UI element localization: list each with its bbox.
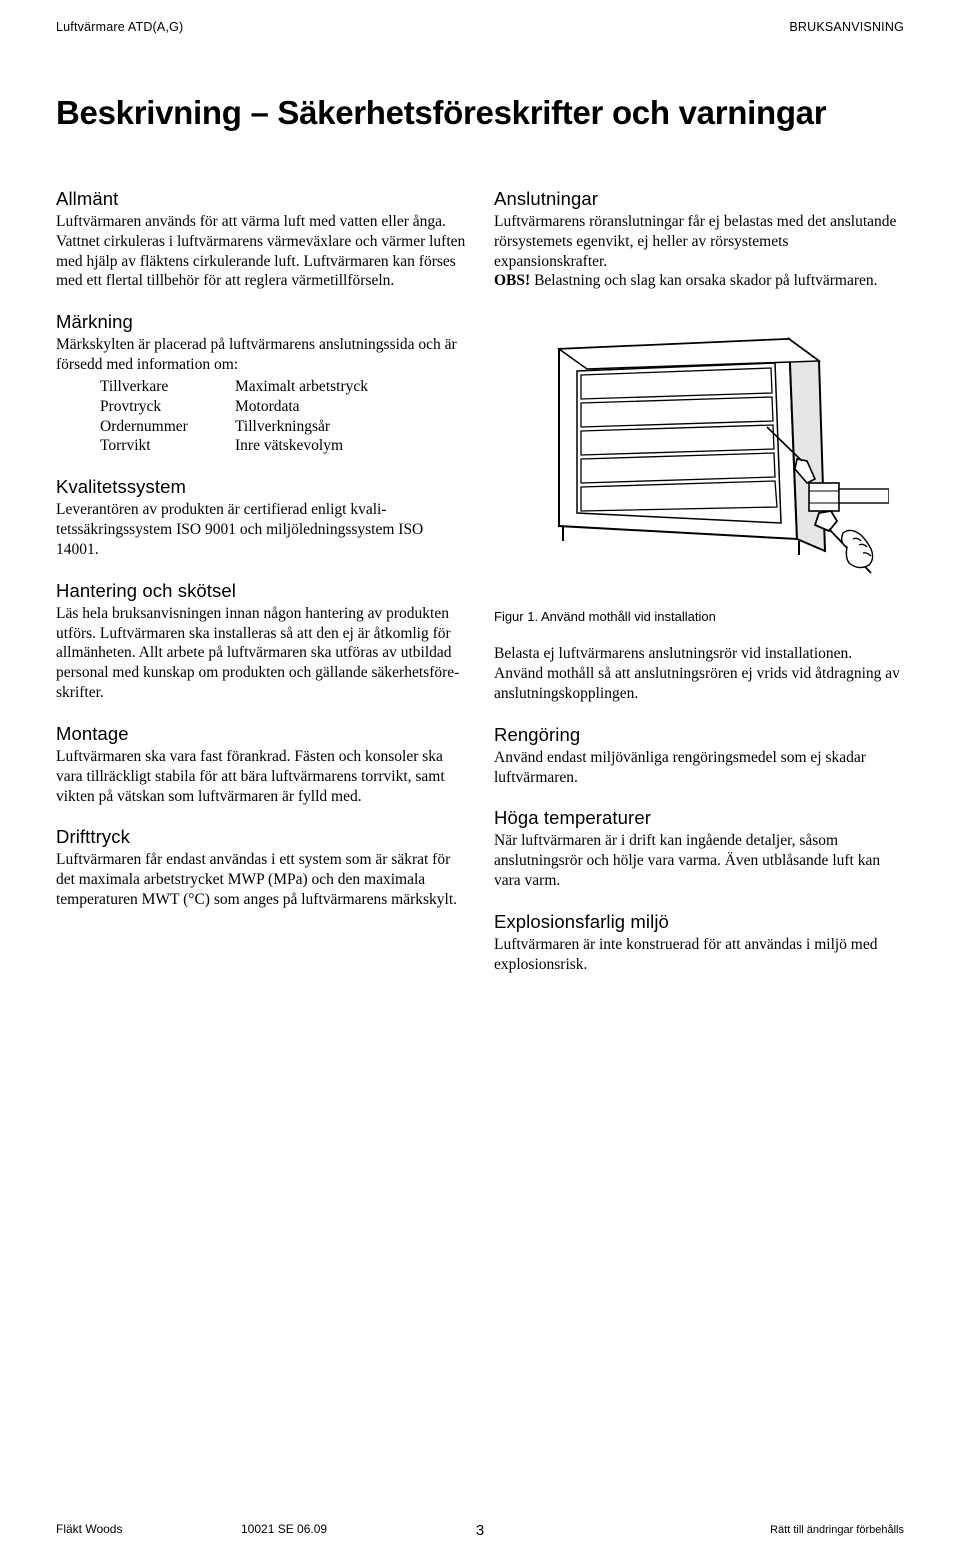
spec-right: Maximalt arbetstryck <box>235 377 466 397</box>
text-belasta: Belasta ej luftvärmarens anslutningsrör … <box>494 644 904 703</box>
section-anslutningar: Anslutningar Luftvärmarens röranslutning… <box>494 188 904 291</box>
heading-anslutningar: Anslutningar <box>494 188 904 210</box>
header-left: Luftvärmare ATD(A,G) <box>56 20 183 34</box>
heater-illustration <box>509 311 889 591</box>
figure-1 <box>494 311 904 591</box>
section-drifttryck: Drifttryck Luftvärmaren får endast använ… <box>56 826 466 909</box>
footer-rights: Rätt till ändringar förbehålls <box>770 1524 904 1536</box>
table-row: Ordernummer Tillverkningsår <box>100 417 466 437</box>
spec-left: Ordernummer <box>100 417 235 437</box>
page-header: Luftvärmare ATD(A,G) BRUKSANVISNING <box>56 20 904 34</box>
heading-hoga: Höga temperaturer <box>494 807 904 829</box>
heading-hantering: Hantering och skötsel <box>56 580 466 602</box>
text-allmant: Luftvärmaren används för att värma luft … <box>56 212 466 291</box>
header-right: BRUKSANVISNING <box>789 20 904 34</box>
table-row: Torrvikt Inre vätskevolym <box>100 436 466 456</box>
heading-allmant: Allmänt <box>56 188 466 210</box>
text-hoga: När luftvärmaren är i drift kan ingående… <box>494 831 904 890</box>
text-montage: Luftvärmaren ska vara fast förankrad. Fä… <box>56 747 466 806</box>
footer-brand: Fläkt Woods <box>56 1522 241 1536</box>
section-allmant: Allmänt Luftvärmaren används för att vär… <box>56 188 466 291</box>
text-drifttryck: Luftvärmaren får endast användas i ett s… <box>56 850 466 909</box>
spec-left: Provtryck <box>100 397 235 417</box>
heading-kvalitet: Kvalitetssystem <box>56 476 466 498</box>
obs-text: Belastning och slag kan orsaka skador på… <box>530 272 877 289</box>
figure-1-caption: Figur 1. Använd mothåll vid installation <box>494 609 904 624</box>
footer-docnum: 10021 SE 06.09 <box>241 1522 327 1536</box>
page-title: Beskrivning – Säkerhetsföreskrifter och … <box>56 94 904 132</box>
text-rengoring: Använd endast miljövänliga rengöringsmed… <box>494 748 904 788</box>
text-markning-intro: Märkskylten är placerad på luftvärmarens… <box>56 335 466 375</box>
section-montage: Montage Luftvärmaren ska vara fast föran… <box>56 723 466 806</box>
text-hantering: Läs hela bruksanvisningen innan någon ha… <box>56 604 466 703</box>
content-columns: Allmänt Luftvärmaren används för att vär… <box>56 188 904 995</box>
spec-right: Inre vätskevolym <box>235 436 466 456</box>
text-anslutningar: Luftvärmarens röranslutningar får ej bel… <box>494 212 904 271</box>
table-row: Provtryck Motordata <box>100 397 466 417</box>
section-hoga-temperaturer: Höga temperaturer När luftvärmaren är i … <box>494 807 904 890</box>
obs-label: OBS! <box>494 272 530 289</box>
page: Luftvärmare ATD(A,G) BRUKSANVISNING Besk… <box>0 0 960 1564</box>
text-kvalitet: Leverantören av produkten är certifierad… <box>56 500 466 559</box>
text-anslutningar-obs: OBS! Belastning och slag kan orsaka skad… <box>494 271 904 291</box>
footer-page-number: 3 <box>476 1522 484 1539</box>
right-column: Anslutningar Luftvärmarens röranslutning… <box>494 188 904 995</box>
heading-markning: Märkning <box>56 311 466 333</box>
markning-table: Tillverkare Maximalt arbetstryck Provtry… <box>100 377 466 456</box>
section-explosionsfarlig: Explosionsfarlig miljö Luftvärmaren är i… <box>494 911 904 975</box>
heading-explosion: Explosionsfarlig miljö <box>494 911 904 933</box>
section-markning: Märkning Märkskylten är placerad på luft… <box>56 311 466 456</box>
section-kvalitetssystem: Kvalitetssystem Leverantören av produkte… <box>56 476 466 559</box>
table-row: Tillverkare Maximalt arbetstryck <box>100 377 466 397</box>
page-footer: Fläkt Woods 10021 SE 06.09 3 Rätt till ä… <box>56 1522 904 1536</box>
spec-left: Torrvikt <box>100 436 235 456</box>
heading-rengoring: Rengöring <box>494 724 904 746</box>
spec-right: Tillverkningsår <box>235 417 466 437</box>
left-column: Allmänt Luftvärmaren används för att vär… <box>56 188 466 995</box>
section-hantering: Hantering och skötsel Läs hela bruksanvi… <box>56 580 466 703</box>
heading-drifttryck: Drifttryck <box>56 826 466 848</box>
section-rengoring: Rengöring Använd endast miljövänliga ren… <box>494 724 904 788</box>
spec-right: Motordata <box>235 397 466 417</box>
text-explosion: Luftvärmaren är inte konstruerad för att… <box>494 935 904 975</box>
heading-montage: Montage <box>56 723 466 745</box>
spec-left: Tillverkare <box>100 377 235 397</box>
